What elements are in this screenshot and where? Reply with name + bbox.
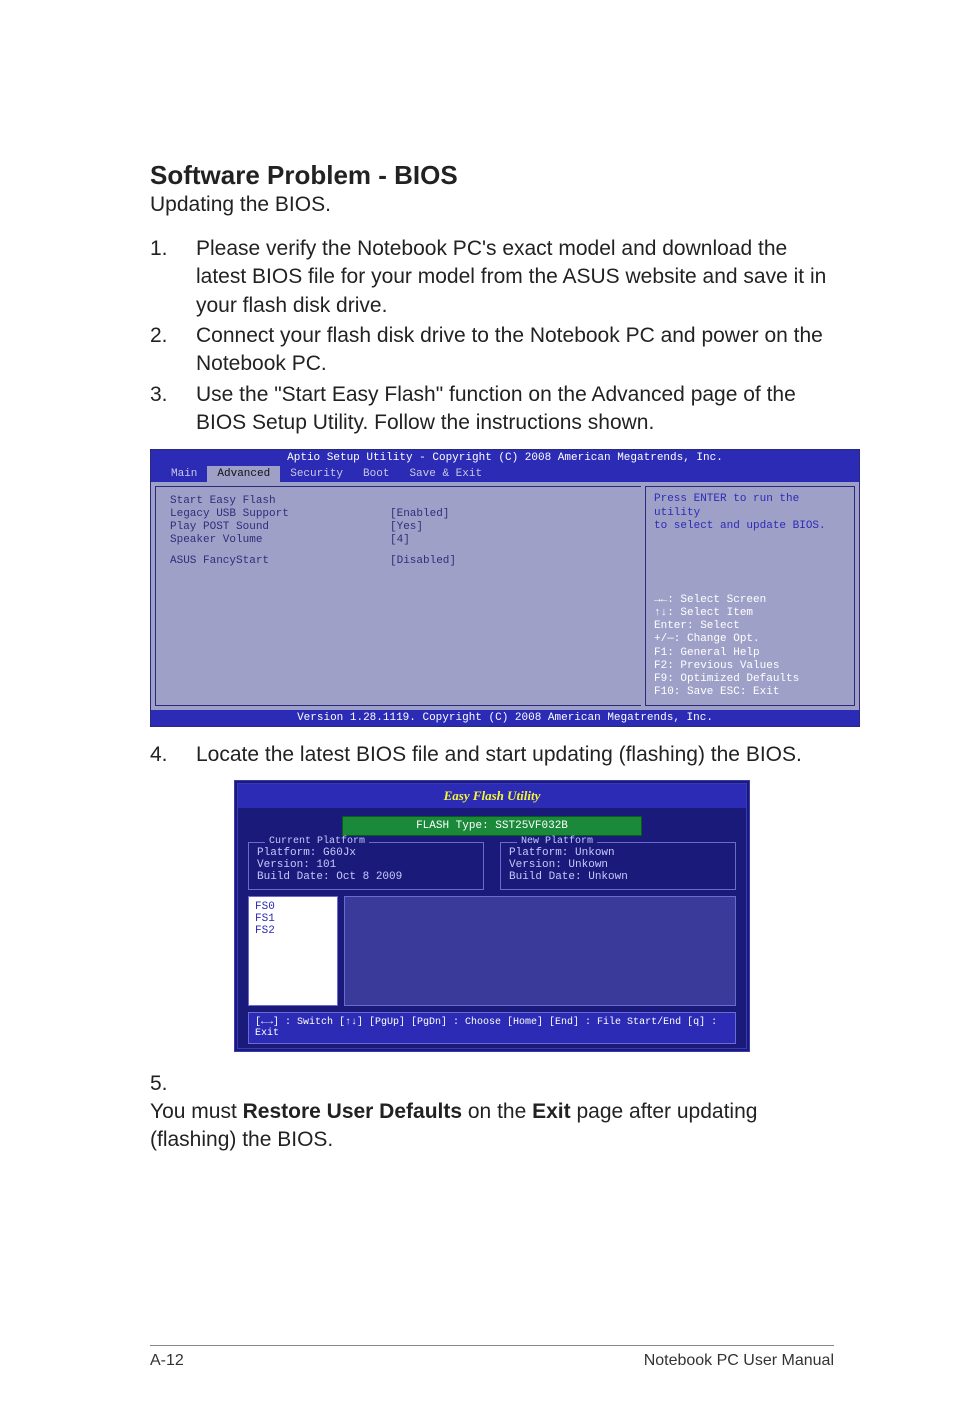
- step-number: 2.: [150, 322, 196, 379]
- bios-item-key: Legacy USB Support: [170, 508, 390, 520]
- bios-main-panel: Start Easy Flash Legacy USB Support[Enab…: [155, 486, 641, 706]
- bios-help-panel: Press ENTER to run the utility to select…: [645, 486, 855, 706]
- flash-fs-item: FS1: [255, 913, 331, 925]
- bios-titlebar: Aptio Setup Utility - Copyright (C) 2008…: [151, 450, 859, 466]
- step-text: Use the "Start Easy Flash" function on t…: [196, 381, 834, 438]
- bios-legend-line: F1: General Help: [654, 647, 846, 660]
- flash-type: FLASH Type: SST25VF032B: [342, 816, 642, 836]
- bios-help-line: Press ENTER to run the utility: [654, 493, 846, 519]
- bios-legend-line: Enter: Select: [654, 620, 846, 633]
- section-heading: Software Problem - BIOS: [150, 160, 834, 191]
- step-1: 1. Please verify the Notebook PC's exact…: [150, 235, 834, 320]
- section-subheading: Updating the BIOS.: [150, 193, 834, 217]
- flash-new-platform: New Platform Platform: Unkown Version: U…: [500, 842, 736, 890]
- bios-legend-line: ↑↓: Select Item: [654, 607, 846, 620]
- bios-item-val: [Yes]: [390, 521, 423, 533]
- bios-setup-screenshot: Aptio Setup Utility - Copyright (C) 2008…: [150, 449, 860, 727]
- step-number: 4.: [150, 741, 196, 769]
- bios-item-key: Play POST Sound: [170, 521, 390, 533]
- flash-box-line: Version: Unkown: [509, 859, 727, 871]
- bios-help-line: to select and update BIOS.: [654, 520, 846, 533]
- bios-legend-line: F10: Save ESC: Exit: [654, 686, 846, 699]
- bios-tab-main: Main: [161, 466, 207, 482]
- bios-footer: Version 1.28.1119. Copyright (C) 2008 Am…: [151, 710, 859, 726]
- bios-tab-boot: Boot: [353, 466, 399, 482]
- bios-tab-advanced: Advanced: [207, 466, 280, 482]
- bios-tabs: Main Advanced Security Boot Save & Exit: [151, 466, 859, 482]
- bios-body: Start Easy Flash Legacy USB Support[Enab…: [151, 482, 859, 710]
- page-footer: A-12 Notebook PC User Manual: [150, 1345, 834, 1370]
- easy-flash-wrap: Easy Flash Utility FLASH Type: SST25VF03…: [150, 780, 834, 1052]
- flash-box-line: Platform: G60Jx: [257, 847, 475, 859]
- text-bold: Exit: [532, 1100, 571, 1123]
- flash-box-legend: Current Platform: [265, 836, 369, 847]
- step-number: 3.: [150, 381, 196, 438]
- bios-legend-line: +/—: Change Opt.: [654, 633, 846, 646]
- flash-files-pane: [344, 896, 736, 1006]
- bios-item-key: ASUS FancyStart: [170, 555, 390, 567]
- flash-platform-cols: Current Platform Platform: G60Jx Version…: [238, 842, 746, 890]
- bios-item-key: Speaker Volume: [170, 534, 390, 546]
- bios-legend-line: →←: Select Screen: [654, 594, 846, 607]
- flash-current-platform: Current Platform Platform: G60Jx Version…: [248, 842, 484, 890]
- step-2: 2. Connect your flash disk drive to the …: [150, 322, 834, 379]
- flash-fs-list: FS0 FS1 FS2: [248, 896, 338, 1006]
- bios-item-val: [4]: [390, 534, 410, 546]
- text-fragment: You must: [150, 1100, 243, 1123]
- easy-flash-screenshot: Easy Flash Utility FLASH Type: SST25VF03…: [234, 780, 750, 1052]
- flash-fs-item: FS2: [255, 925, 331, 937]
- step-number: 1.: [150, 235, 196, 320]
- step-4: 4. Locate the latest BIOS file and start…: [150, 741, 834, 769]
- steps-list-2: 4. Locate the latest BIOS file and start…: [150, 741, 834, 769]
- flash-box-line: Build Date: Oct 8 2009: [257, 871, 475, 883]
- step-text: Please verify the Notebook PC's exact mo…: [196, 235, 834, 320]
- step-number: 5.: [150, 1070, 196, 1098]
- text-fragment: on the: [462, 1100, 532, 1123]
- bios-tab-save: Save & Exit: [399, 466, 492, 482]
- bios-item-key: Start Easy Flash: [170, 495, 390, 507]
- page-number: A-12: [150, 1352, 184, 1370]
- bios-help-text: Press ENTER to run the utility to select…: [654, 493, 846, 533]
- flash-fs-item: FS0: [255, 901, 331, 913]
- step-text: You must Restore User Defaults on the Ex…: [150, 1098, 784, 1155]
- flash-box-legend: New Platform: [517, 836, 597, 847]
- step-3: 3. Use the "Start Easy Flash" function o…: [150, 381, 834, 438]
- bios-tab-security: Security: [280, 466, 353, 482]
- step-5: 5. You must Restore User Defaults on the…: [150, 1070, 834, 1155]
- bios-item-val: [Disabled]: [390, 555, 456, 567]
- flash-lower: FS0 FS1 FS2: [238, 896, 746, 1006]
- bios-item-val: [Enabled]: [390, 508, 449, 520]
- bios-key-legend: →←: Select Screen ↑↓: Select Item Enter:…: [654, 594, 846, 700]
- flash-box-line: Platform: Unkown: [509, 847, 727, 859]
- text-bold: Restore User Defaults: [243, 1100, 462, 1123]
- bios-legend-line: F9: Optimized Defaults: [654, 673, 846, 686]
- flash-box-line: Build Date: Unkown: [509, 871, 727, 883]
- bios-legend-line: F2: Previous Values: [654, 660, 846, 673]
- flash-title: Easy Flash Utility: [238, 784, 746, 808]
- flash-key-hint: [←→] : Switch [↑↓] [PgUp] [PgDn] : Choos…: [248, 1012, 736, 1044]
- steps-list: 1. Please verify the Notebook PC's exact…: [150, 235, 834, 437]
- step-text: Connect your flash disk drive to the Not…: [196, 322, 834, 379]
- flash-box-line: Version: 101: [257, 859, 475, 871]
- page-body: Software Problem - BIOS Updating the BIO…: [0, 0, 954, 1155]
- manual-title: Notebook PC User Manual: [644, 1352, 834, 1370]
- step-text: Locate the latest BIOS file and start up…: [196, 741, 834, 769]
